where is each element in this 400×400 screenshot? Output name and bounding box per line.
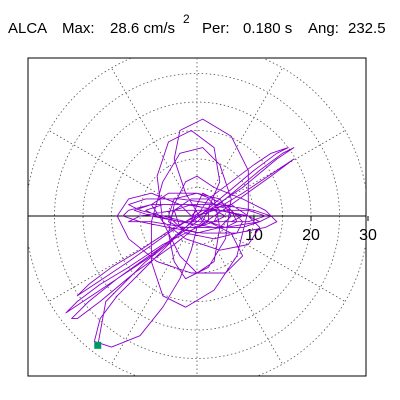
marker-layer [94, 341, 102, 349]
period-label: Per: [202, 20, 230, 37]
max-unit-exponent: 2 [183, 12, 190, 26]
plot-frame [27, 57, 367, 377]
chart-title-bar: ALCA Max: 28.6 cm/s 2 Per: 0.180 s Ang: … [6, 12, 396, 38]
max-value: 28.6 cm/s [110, 20, 176, 37]
grid-spoke [210, 67, 283, 192]
angle-label: Ang: [308, 20, 339, 37]
axes: 10 20 30 [28, 215, 377, 244]
grid-spoke [48, 130, 173, 203]
x-axis-tick-label: 20 [302, 227, 320, 244]
trace-layer [65, 118, 295, 348]
station-code: ALCA [8, 20, 48, 37]
grid-spoke [210, 240, 283, 365]
x-axis-tick-label: 30 [359, 227, 377, 244]
angle-value: 232.5 [348, 20, 386, 37]
max-label: Max: [62, 20, 95, 37]
particle-motion-trace [65, 118, 295, 348]
grid-spoke [111, 67, 184, 192]
peak-marker [94, 341, 102, 349]
period-value: 0.180 s [243, 20, 293, 37]
